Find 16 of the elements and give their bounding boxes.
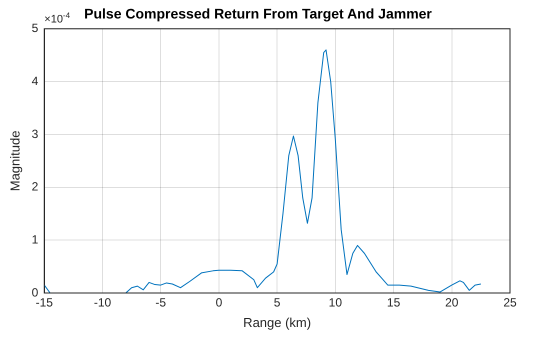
y-tick-label: 1 (32, 232, 39, 246)
y-tick-label: 2 (32, 180, 39, 194)
x-axis-title: Range (km) (243, 314, 312, 330)
x-tick-label: 0 (216, 296, 223, 310)
y-tick-label: 3 (32, 126, 39, 141)
y-axis-title: Magnitude (7, 130, 22, 192)
x-tick-label: 20 (445, 296, 459, 310)
y-tick-label: 4 (32, 74, 39, 88)
x-tick-label: -10 (94, 296, 112, 310)
x-tick-label: 15 (386, 296, 401, 310)
y-tick-label: 5 (32, 21, 39, 36)
x-tick-label: 10 (328, 296, 342, 310)
x-tick-label: 25 (503, 296, 517, 310)
chart-title: Pulse Compressed Return From Target And Jammer (84, 5, 432, 22)
x-tick-label: -5 (155, 296, 166, 310)
x-tick-label: 5 (274, 296, 281, 310)
